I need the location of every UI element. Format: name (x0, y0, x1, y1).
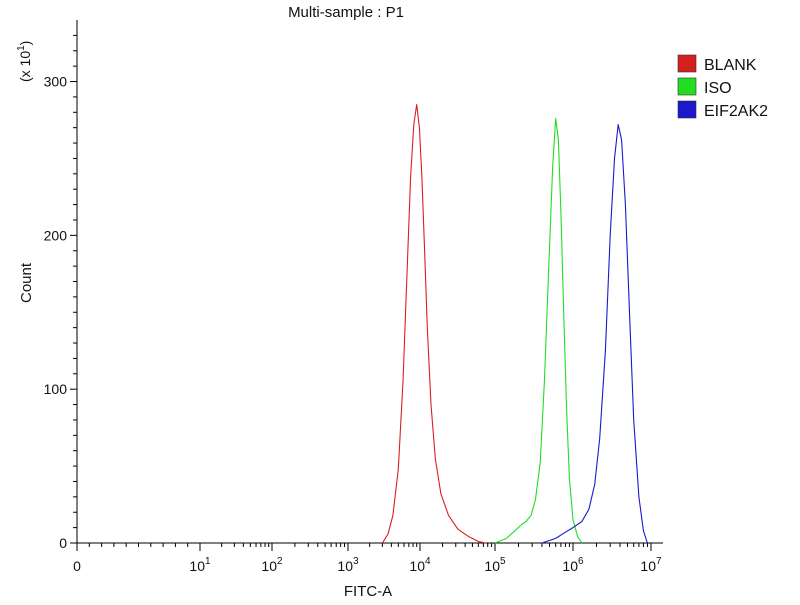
x-tick-label: 105 (484, 556, 506, 574)
y-ticks: 0 100 200 300 (44, 34, 77, 551)
series-line-blank (381, 104, 486, 544)
series-line-iso (494, 117, 583, 544)
y-axis-multiplier-base: (x 10 (17, 51, 33, 82)
x-tick-label: 104 (409, 556, 431, 574)
axes (76, 20, 663, 544)
x-tick-label: 102 (261, 556, 283, 574)
x-axis-title: FITC-A (344, 583, 392, 600)
y-tick-label: 0 (59, 535, 67, 551)
y-axis-multiplier-exp: 1 (16, 45, 27, 51)
legend-label-eif2ak2: EIF2AK2 (704, 103, 768, 120)
legend: BLANK ISO EIF2AK2 (677, 54, 768, 120)
x-tick-label: 107 (640, 556, 662, 574)
series-line-eif2ak2 (541, 124, 648, 544)
chart-title: Multi-sample : P1 (288, 4, 404, 21)
x-tick-label: 103 (337, 556, 359, 574)
legend-label-blank: BLANK (704, 57, 757, 74)
x-tick-label: 101 (189, 556, 211, 574)
legend-swatch-blank (677, 54, 697, 73)
y-tick-label: 300 (44, 74, 68, 90)
y-tick-label: 100 (44, 381, 68, 397)
y-axis-title: Count (18, 262, 35, 303)
y-tick-label: 200 (44, 227, 68, 243)
legend-swatch-eif2ak2 (677, 100, 697, 119)
y-axis-multiplier: (x 101) (16, 41, 33, 82)
x-ticks: 0 101 102 103 104 105 106 107 (73, 543, 662, 574)
x-tick-label: 106 (562, 556, 584, 574)
legend-label-iso: ISO (704, 80, 732, 97)
legend-swatch-iso (677, 77, 697, 96)
x-tick-label: 0 (73, 558, 81, 574)
series-lines (381, 104, 648, 544)
